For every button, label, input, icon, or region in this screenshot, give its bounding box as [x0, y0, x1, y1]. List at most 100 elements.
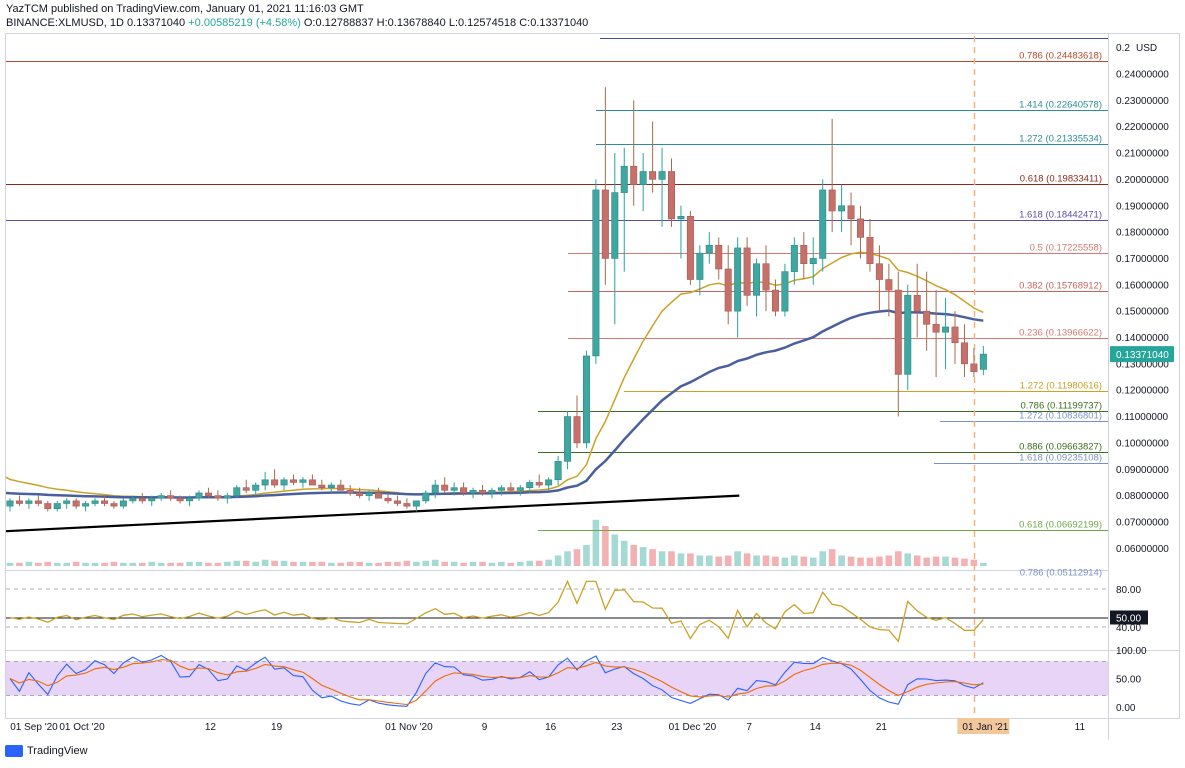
volume-bar	[602, 526, 609, 566]
volume-bar	[753, 555, 760, 566]
volume-bar	[167, 562, 174, 566]
candle	[204, 487, 212, 499]
volume-bar	[696, 555, 704, 566]
candle-body	[204, 492, 212, 496]
volume-bar	[441, 561, 448, 566]
volume-bar	[743, 553, 751, 566]
volume-bar	[913, 555, 921, 566]
price-tick-label: 0.12000000	[1116, 386, 1169, 397]
price-tick-label: 0.13000000	[1116, 359, 1169, 370]
candle-body	[119, 500, 127, 507]
time-axis-label: 9	[482, 722, 488, 733]
volume-bar	[895, 551, 902, 566]
volume-bar	[592, 519, 600, 566]
candle	[497, 485, 505, 496]
candle	[790, 237, 798, 285]
candle-body	[422, 492, 430, 502]
candle-body	[289, 479, 297, 483]
volume-bar	[517, 561, 524, 566]
volume-bar	[545, 559, 552, 566]
tradingview-logo[interactable]: TradingView	[5, 745, 88, 757]
time-axis-label: 21	[876, 722, 888, 733]
candle	[91, 498, 99, 507]
volume-bar	[904, 553, 912, 566]
candle-body	[885, 279, 893, 291]
candle	[460, 482, 468, 496]
candle-body	[611, 192, 619, 259]
volume-bar	[564, 551, 571, 566]
volume-bar	[668, 551, 675, 566]
candle	[516, 485, 524, 496]
volume-bar	[932, 556, 940, 566]
volume-bar	[450, 561, 458, 566]
fib-level-label: 0.886 (0.09663827)	[1019, 442, 1102, 453]
volume-bar	[110, 561, 118, 566]
candle-body	[176, 497, 184, 502]
candle	[157, 492, 165, 501]
volume-bar	[809, 557, 817, 566]
open-value: O:0.12788837	[303, 17, 374, 29]
symbol-label[interactable]: BINANCE:XLMUSD, 1D	[6, 17, 124, 29]
candle	[885, 263, 893, 317]
candle	[734, 237, 742, 338]
volume-bar	[205, 562, 212, 566]
candle-body	[838, 205, 846, 212]
volume-bar	[120, 562, 127, 566]
volume-bar	[460, 562, 467, 566]
candle-body	[951, 326, 959, 344]
volume-bar	[318, 561, 326, 566]
volume-bar	[356, 561, 363, 566]
candle-body	[620, 165, 628, 193]
candle	[649, 121, 657, 193]
candle	[592, 179, 600, 364]
price-tick-label: 0.16000000	[1116, 280, 1169, 291]
candle-body	[157, 495, 165, 499]
volume-bar	[800, 556, 808, 566]
candle	[781, 263, 789, 317]
candle-body	[280, 479, 288, 486]
volume-bar	[583, 545, 590, 566]
candle	[356, 487, 364, 499]
volume-bar	[233, 560, 241, 566]
fib-level-label: 0.382 (0.15768912)	[1019, 281, 1102, 292]
volume-bar	[724, 555, 732, 566]
candle-body	[223, 495, 231, 499]
volume-bar	[53, 562, 61, 566]
volume-bar	[479, 561, 486, 566]
stoch-axis-label: 50.00	[1116, 675, 1141, 686]
time-axis-label: 23	[611, 722, 623, 733]
candle-body	[384, 497, 392, 502]
candle	[847, 192, 855, 246]
volume-bar	[791, 555, 798, 566]
volume-bar	[620, 540, 628, 566]
candle-body	[526, 482, 534, 488]
rsi-axis-label: 80.00	[1116, 585, 1141, 596]
candle-body	[724, 268, 732, 312]
candle	[101, 495, 109, 507]
candle	[6, 498, 14, 512]
candle	[299, 477, 307, 488]
candle	[261, 471, 269, 491]
candle	[715, 237, 723, 280]
candle	[923, 271, 931, 351]
rsi-line	[9, 579, 984, 643]
candle-body	[771, 289, 779, 312]
candle	[289, 474, 297, 486]
volume-bar	[280, 560, 288, 566]
candle	[800, 232, 808, 280]
price-tick-label: 0.19000000	[1116, 201, 1169, 212]
volume-bar	[469, 561, 477, 566]
candle-body	[195, 492, 203, 499]
candle	[441, 477, 449, 493]
candle-body	[82, 503, 90, 507]
candle-body	[148, 497, 156, 502]
candle-body	[800, 244, 808, 265]
candle	[34, 495, 42, 507]
candle-body	[942, 326, 950, 333]
volume-bar	[148, 561, 156, 566]
volume-bar	[762, 555, 770, 566]
volume-bar	[658, 551, 666, 566]
stoch-k-line	[9, 654, 984, 707]
fib-level-label: 0.5 (0.17225558)	[1030, 243, 1102, 254]
